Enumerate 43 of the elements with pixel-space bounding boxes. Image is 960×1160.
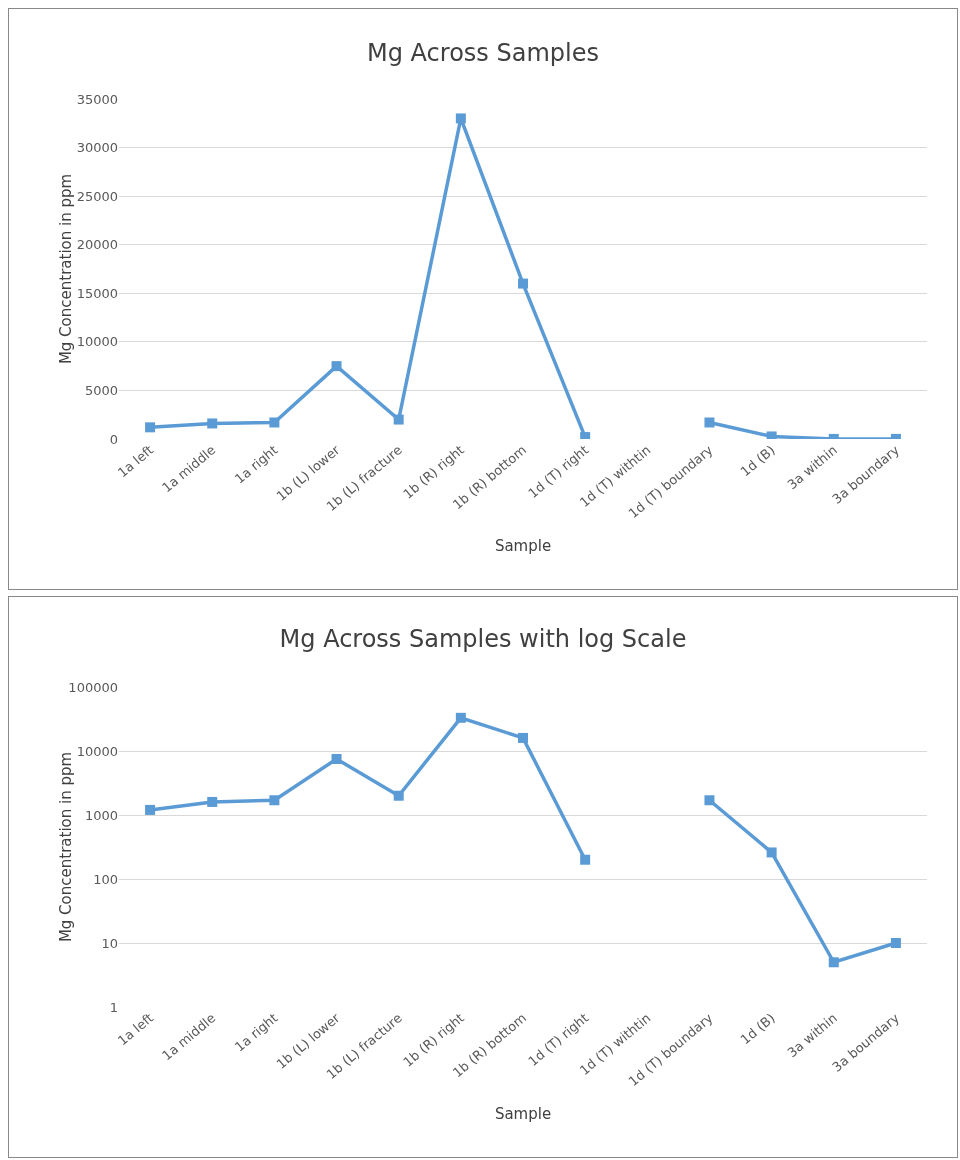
point xyxy=(207,796,218,807)
y-axis-title: Mg Concentration in ppm xyxy=(56,751,75,943)
y-tick-label: 25000 xyxy=(76,188,118,204)
y-tick-label: 100 xyxy=(93,871,118,887)
y-tick-label: 30000 xyxy=(76,140,118,156)
point xyxy=(145,804,156,815)
x-tick-label: 1d (B) xyxy=(737,442,778,480)
point xyxy=(393,790,404,801)
y-tick-label: 35000 xyxy=(76,91,118,107)
y-axis-title: Mg Concentration in ppm xyxy=(56,173,75,365)
y-tick-label: 1 xyxy=(109,999,118,1015)
point xyxy=(766,431,777,439)
point xyxy=(269,417,280,428)
chart-title: Mg Across Samples with log Scale xyxy=(279,625,687,654)
point xyxy=(207,418,218,429)
y-tick-label: 1000 xyxy=(84,807,118,823)
point xyxy=(455,113,466,124)
y-tick-label: 15000 xyxy=(76,285,118,301)
point xyxy=(331,754,342,764)
point xyxy=(269,795,280,806)
y-tick-label: 0 xyxy=(109,431,118,447)
y-tick-label: 100000 xyxy=(68,679,118,695)
point xyxy=(518,732,528,743)
x-axis-title: Sample xyxy=(494,537,552,556)
y-tick-label: 5000 xyxy=(84,382,118,398)
point xyxy=(145,422,156,433)
point xyxy=(455,712,466,723)
point xyxy=(890,938,901,948)
point xyxy=(704,417,715,428)
y-tick-label: 10 xyxy=(101,935,118,951)
chart-title: Mg Across Samples xyxy=(367,38,599,67)
point xyxy=(828,957,839,968)
point xyxy=(518,278,528,289)
point xyxy=(766,847,777,858)
y-tick-label: 10000 xyxy=(76,743,118,759)
x-axis-title: Sample xyxy=(494,1105,552,1124)
y-tick-label: 10000 xyxy=(76,334,118,350)
y-tick-label: 20000 xyxy=(76,237,118,253)
point xyxy=(393,414,404,425)
point xyxy=(704,795,715,806)
point xyxy=(580,854,591,865)
x-tick-label: 1d (B) xyxy=(737,1010,778,1048)
point xyxy=(331,361,342,372)
